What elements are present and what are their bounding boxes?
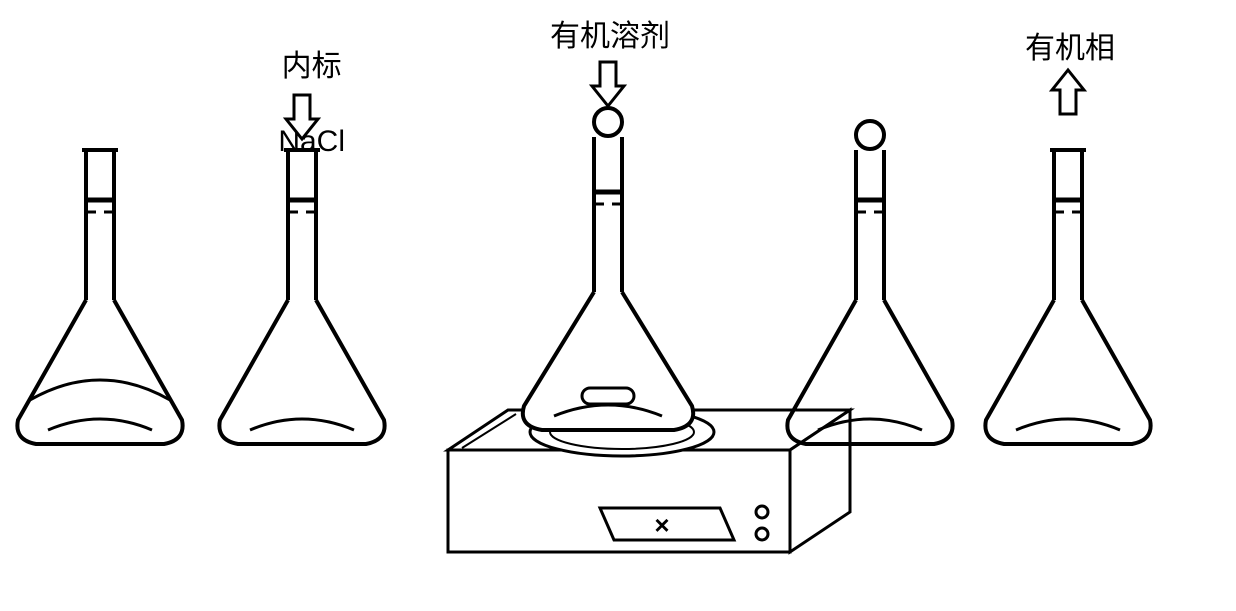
arrow-step5 [1052,70,1084,114]
diagram-stage: 内标 NaCl 有机溶剂 有机相 × [0,0,1236,611]
stopper [594,108,622,136]
stopper [856,121,884,149]
arrow-step3 [592,62,624,106]
liquid-arc [48,419,152,430]
flask-3 [523,108,693,430]
diagram-svg: × [0,0,1236,611]
flask-1 [17,150,182,444]
flask-2 [219,150,384,444]
liquid-arc [250,419,354,430]
arrow-step2 [286,95,318,139]
stirrer-display-symbol: × [654,510,669,540]
stir-bar [582,388,634,404]
stirrer-knob-1 [756,506,768,518]
stirrer-knob-2 [756,528,768,540]
flask-5 [985,150,1150,444]
flask-4 [787,121,952,444]
liquid-arc [1016,419,1120,430]
